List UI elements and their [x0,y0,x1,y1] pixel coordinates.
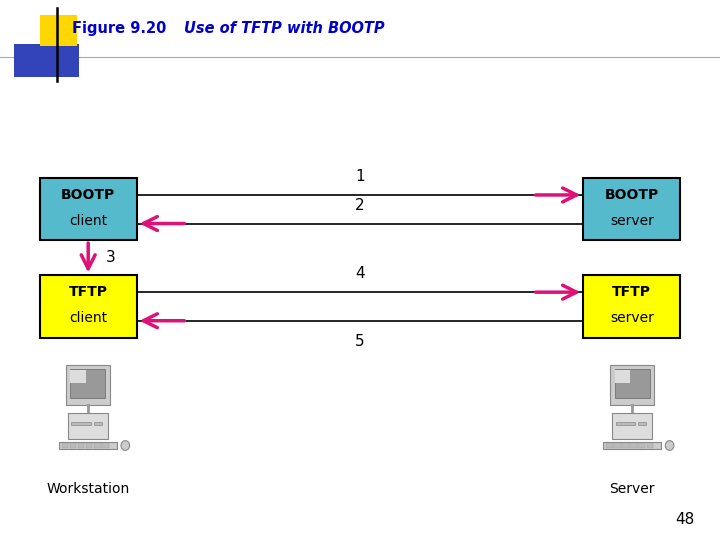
Bar [615,370,631,383]
Bar [40,178,137,240]
Bar [583,275,680,338]
Bar [14,47,52,77]
Text: TFTP: TFTP [68,286,108,299]
Bar [86,443,92,448]
Bar [102,443,109,448]
Bar [66,364,110,405]
Bar [603,442,661,449]
Bar [583,178,680,240]
Bar [639,443,645,448]
Text: Server: Server [609,482,655,496]
Text: 4: 4 [355,266,365,281]
Bar [612,413,652,439]
Text: 5: 5 [355,334,365,349]
Text: BOOTP: BOOTP [61,188,115,202]
Text: BOOTP: BOOTP [605,188,659,202]
Bar [71,368,105,397]
Text: server: server [610,312,654,325]
Bar [638,422,646,425]
Text: 3: 3 [107,251,116,265]
Text: 2: 2 [355,198,365,213]
Text: Use of TFTP with BOOTP: Use of TFTP with BOOTP [184,21,384,36]
Bar [94,422,102,425]
Bar [40,275,137,338]
Ellipse shape [121,441,130,450]
Bar [622,443,629,448]
Bar [615,368,649,397]
Bar [71,370,86,383]
Bar [71,422,91,425]
Text: Figure 9.20: Figure 9.20 [72,21,166,36]
Bar [614,443,621,448]
Bar [59,442,117,449]
Text: client: client [69,312,107,325]
Bar [94,443,101,448]
Text: TFTP: TFTP [612,286,652,299]
Bar [40,15,77,46]
Bar [68,413,108,439]
Bar [14,44,79,77]
Bar [62,443,68,448]
Ellipse shape [665,441,674,450]
Bar [631,443,636,448]
Text: 1: 1 [355,169,365,184]
Text: 48: 48 [675,511,695,526]
Bar [616,422,635,425]
Text: client: client [69,214,107,228]
Bar [70,443,76,448]
Text: Workstation: Workstation [46,482,130,496]
Bar [78,443,84,448]
Bar [610,364,654,405]
Bar [606,443,613,448]
Text: server: server [610,214,654,228]
Bar [647,443,653,448]
